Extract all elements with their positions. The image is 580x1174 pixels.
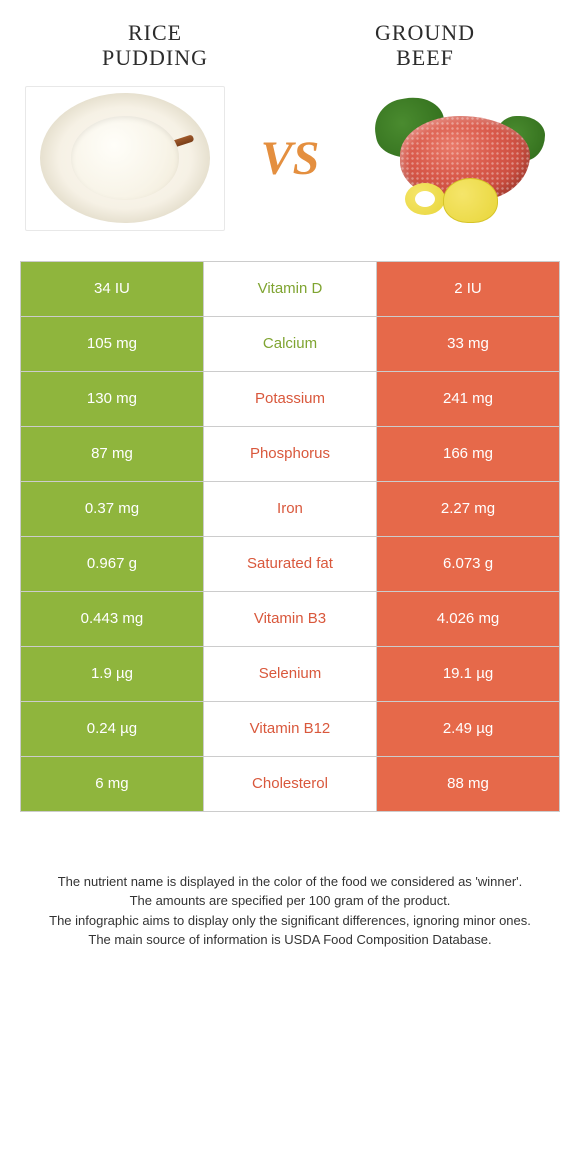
ground-beef-illustration [355, 86, 555, 231]
table-row: 0.37 mgIron2.27 mg [21, 482, 559, 537]
cell-right-value: 88 mg [376, 757, 559, 811]
table-row: 6 mgCholesterol88 mg [21, 757, 559, 812]
header: RicePudding GroundBeef [20, 20, 560, 71]
cell-nutrient-label: Potassium [204, 372, 376, 426]
table-row: 0.967 gSaturated fat6.073 g [21, 537, 559, 592]
cell-left-value: 0.443 mg [21, 592, 204, 646]
food-image-left [25, 86, 225, 231]
cell-left-value: 0.24 µg [21, 702, 204, 756]
cell-right-value: 2.27 mg [376, 482, 559, 536]
vs-badge: VS [261, 131, 320, 186]
cell-left-value: 105 mg [21, 317, 204, 371]
cell-right-value: 19.1 µg [376, 647, 559, 701]
cell-left-value: 6 mg [21, 757, 204, 811]
table-row: 1.9 µgSelenium19.1 µg [21, 647, 559, 702]
cell-nutrient-label: Phosphorus [204, 427, 376, 481]
table-row: 87 mgPhosphorus166 mg [21, 427, 559, 482]
table-row: 105 mgCalcium33 mg [21, 317, 559, 372]
footer-notes: The nutrient name is displayed in the co… [20, 872, 560, 950]
cell-right-value: 6.073 g [376, 537, 559, 591]
nutrient-table: 34 IUVitamin D2 IU105 mgCalcium33 mg130 … [20, 261, 560, 812]
cell-right-value: 2 IU [376, 262, 559, 316]
title-left: RicePudding [25, 20, 284, 71]
cell-right-value: 166 mg [376, 427, 559, 481]
cell-right-value: 2.49 µg [376, 702, 559, 756]
cell-right-value: 33 mg [376, 317, 559, 371]
cell-nutrient-label: Vitamin D [204, 262, 376, 316]
cell-left-value: 0.967 g [21, 537, 204, 591]
footer-line: The nutrient name is displayed in the co… [30, 872, 550, 892]
cell-nutrient-label: Saturated fat [204, 537, 376, 591]
table-row: 130 mgPotassium241 mg [21, 372, 559, 427]
food-image-right [355, 86, 555, 231]
cell-left-value: 87 mg [21, 427, 204, 481]
footer-line: The amounts are specified per 100 gram o… [30, 891, 550, 911]
footer-line: The main source of information is USDA F… [30, 930, 550, 950]
images-row: VS [20, 86, 560, 231]
cell-nutrient-label: Cholesterol [204, 757, 376, 811]
cell-right-value: 4.026 mg [376, 592, 559, 646]
cell-nutrient-label: Iron [204, 482, 376, 536]
title-right: GroundBeef [295, 20, 554, 71]
footer-line: The infographic aims to display only the… [30, 911, 550, 931]
table-row: 0.24 µgVitamin B122.49 µg [21, 702, 559, 757]
rice-pudding-illustration [40, 93, 210, 223]
cell-left-value: 34 IU [21, 262, 204, 316]
cell-nutrient-label: Vitamin B12 [204, 702, 376, 756]
cell-left-value: 130 mg [21, 372, 204, 426]
cell-left-value: 1.9 µg [21, 647, 204, 701]
cell-nutrient-label: Selenium [204, 647, 376, 701]
cell-right-value: 241 mg [376, 372, 559, 426]
cell-nutrient-label: Calcium [204, 317, 376, 371]
cell-left-value: 0.37 mg [21, 482, 204, 536]
table-row: 34 IUVitamin D2 IU [21, 262, 559, 317]
cell-nutrient-label: Vitamin B3 [204, 592, 376, 646]
table-row: 0.443 mgVitamin B34.026 mg [21, 592, 559, 647]
